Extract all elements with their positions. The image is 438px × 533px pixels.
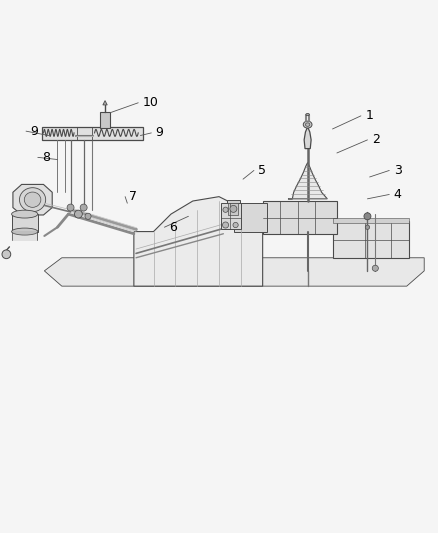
Polygon shape bbox=[288, 163, 327, 199]
Circle shape bbox=[2, 250, 11, 259]
Circle shape bbox=[223, 222, 229, 228]
Circle shape bbox=[85, 213, 91, 220]
Ellipse shape bbox=[12, 228, 38, 235]
Circle shape bbox=[230, 205, 237, 212]
Polygon shape bbox=[134, 197, 263, 286]
Circle shape bbox=[67, 204, 74, 211]
Bar bbox=[228, 203, 238, 215]
Text: 5: 5 bbox=[258, 164, 266, 177]
Bar bbox=[227, 200, 240, 216]
Polygon shape bbox=[44, 258, 424, 286]
Bar bbox=[332, 217, 409, 223]
Polygon shape bbox=[13, 184, 52, 215]
Ellipse shape bbox=[306, 114, 309, 116]
Circle shape bbox=[74, 210, 82, 218]
Circle shape bbox=[223, 207, 228, 212]
Bar bbox=[42, 127, 143, 140]
Circle shape bbox=[80, 204, 87, 211]
Polygon shape bbox=[103, 101, 107, 105]
Text: 9: 9 bbox=[155, 126, 163, 140]
Ellipse shape bbox=[19, 188, 46, 212]
Circle shape bbox=[233, 222, 238, 228]
Text: 9: 9 bbox=[30, 125, 38, 138]
Circle shape bbox=[365, 225, 370, 229]
Polygon shape bbox=[304, 127, 311, 149]
Text: 2: 2 bbox=[372, 133, 380, 147]
Ellipse shape bbox=[303, 121, 312, 128]
Text: 6: 6 bbox=[169, 221, 177, 233]
Text: 8: 8 bbox=[42, 151, 50, 164]
Bar bbox=[263, 201, 337, 234]
Text: 7: 7 bbox=[130, 190, 138, 203]
Ellipse shape bbox=[24, 192, 41, 207]
Bar bbox=[332, 221, 409, 258]
Text: 4: 4 bbox=[394, 188, 402, 201]
Text: 10: 10 bbox=[143, 96, 159, 109]
Ellipse shape bbox=[305, 123, 310, 126]
Circle shape bbox=[372, 265, 378, 271]
Circle shape bbox=[364, 213, 371, 220]
Bar bbox=[234, 203, 267, 231]
Bar bbox=[221, 203, 241, 229]
Bar bbox=[100, 111, 110, 128]
Bar bbox=[12, 214, 38, 231]
Text: 1: 1 bbox=[365, 109, 373, 123]
Text: 3: 3 bbox=[394, 164, 402, 177]
Ellipse shape bbox=[12, 210, 38, 218]
